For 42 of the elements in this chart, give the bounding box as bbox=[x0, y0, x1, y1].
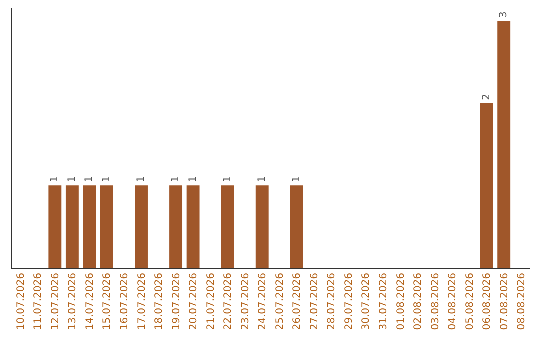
data-label: 1 bbox=[66, 176, 78, 183]
data-label: 1 bbox=[136, 176, 148, 183]
x-tick-label: 05.08.2026 bbox=[464, 273, 476, 330]
x-tick-label: 08.08.2026 bbox=[516, 273, 528, 330]
data-label: 3 bbox=[498, 12, 510, 18]
x-tick-label: 01.08.2026 bbox=[396, 273, 407, 330]
x-tick-label: 12.07.2026 bbox=[50, 273, 62, 330]
x-tick-label: 22.07.2026 bbox=[223, 273, 234, 330]
x-tick-label: 10.07.2026 bbox=[16, 273, 27, 330]
x-tick-label: 28.07.2026 bbox=[326, 273, 338, 330]
x-tick-label: 17.07.2026 bbox=[136, 273, 148, 330]
data-label: 1 bbox=[170, 176, 182, 183]
data-label: 1 bbox=[291, 176, 302, 183]
x-tick-label: 21.07.2026 bbox=[206, 273, 217, 330]
x-tick-label: 15.07.2026 bbox=[102, 273, 114, 330]
x-tick-label: 07.08.2026 bbox=[499, 273, 510, 330]
x-tick-label: 29.07.2026 bbox=[344, 273, 355, 330]
data-label: 2 bbox=[481, 94, 492, 100]
x-tick-label: 30.07.2026 bbox=[361, 273, 372, 330]
data-label: 1 bbox=[50, 176, 61, 183]
x-tick-label: 24.07.2026 bbox=[258, 273, 269, 330]
x-tick-label: 25.07.2026 bbox=[274, 273, 286, 330]
data-label: 1 bbox=[84, 176, 96, 183]
x-tick-label: 19.07.2026 bbox=[171, 273, 182, 330]
x-tick-label: 26.07.2026 bbox=[292, 273, 304, 330]
x-tick-label: 31.07.2026 bbox=[378, 273, 390, 330]
data-label: 1 bbox=[101, 176, 112, 183]
x-tick-label: 20.07.2026 bbox=[188, 273, 200, 330]
x-tick-label: 18.07.2026 bbox=[154, 273, 166, 330]
data-label: 1 bbox=[222, 176, 234, 183]
x-tick-label: 03.08.2026 bbox=[430, 273, 442, 330]
x-tick-label: 11.07.2026 bbox=[33, 273, 44, 330]
x-tick-label: 02.08.2026 bbox=[413, 273, 424, 330]
data-label: 1 bbox=[188, 176, 199, 183]
x-tick-label: 06.08.2026 bbox=[482, 273, 494, 330]
x-tick-label: 27.07.2026 bbox=[309, 273, 320, 330]
x-tick-label: 16.07.2026 bbox=[119, 273, 130, 330]
x-tick-label: 13.07.2026 bbox=[68, 273, 79, 330]
x-tick-label: 04.08.2026 bbox=[448, 273, 459, 330]
x-tick-label: 23.07.2026 bbox=[240, 273, 252, 330]
x-tick-label: 14.07.2026 bbox=[84, 273, 96, 330]
data-label: 1 bbox=[256, 176, 268, 183]
